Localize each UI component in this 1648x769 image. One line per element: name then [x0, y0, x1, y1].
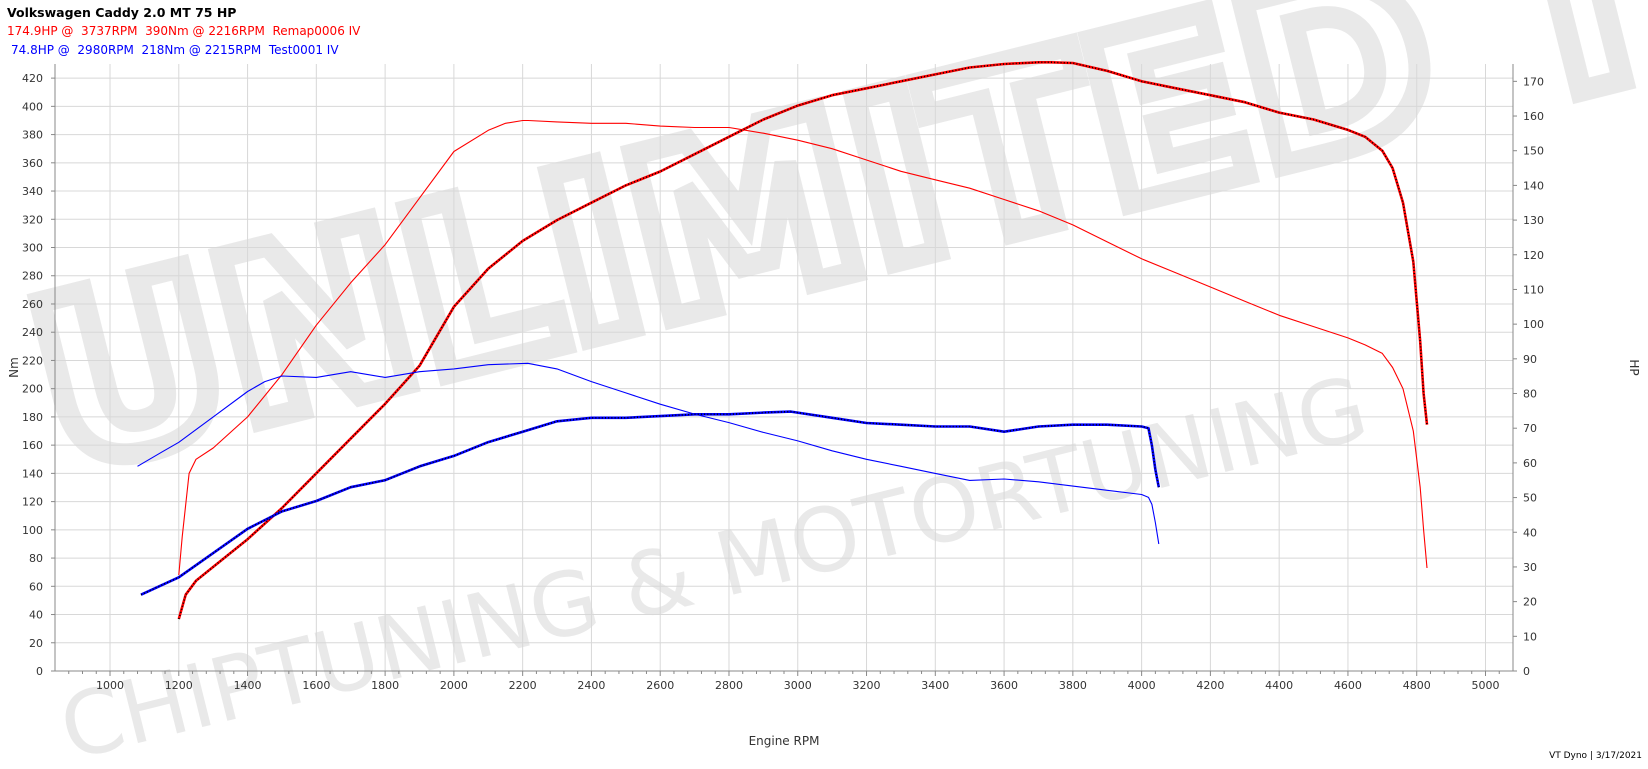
- y-right-tick-label: 10: [1523, 630, 1537, 643]
- remap-summary: 174.9HP @ 3737RPM 390Nm @ 2216RPM Remap0…: [7, 24, 361, 38]
- y-left-tick-label: 40: [29, 609, 43, 622]
- y-left-tick-label: 200: [22, 383, 43, 396]
- x-tick-label: 2200: [509, 679, 537, 692]
- y-left-tick-labels: 0 20 40 60 80 100 120 140 160 180 200 220 240 260 280 3…: [22, 72, 43, 678]
- grid-lines: [55, 64, 1513, 672]
- stock-summary: 74.8HP @ 2980RPM 218Nm @ 2215RPM Test000…: [11, 43, 339, 57]
- footer: VT Dyno | 3/17/2021: [1549, 751, 1642, 761]
- x-tick-label: 3600: [990, 679, 1018, 692]
- x-tick-label: 3800: [1059, 679, 1087, 692]
- y-left-tick-label: 360: [22, 157, 43, 170]
- axes: [51, 64, 1517, 676]
- y-right-tick-label: 70: [1523, 422, 1537, 435]
- y-left-tick-label: 400: [22, 100, 43, 113]
- x-tick-label: 3200: [853, 679, 881, 692]
- x-tick-label: 1800: [371, 679, 399, 692]
- series-stock-power-dots: [140, 410, 1160, 596]
- y-right-tick-label: 40: [1523, 526, 1537, 539]
- y-left-tick-label: 220: [22, 354, 43, 367]
- y-left-tick-label: 140: [22, 467, 43, 480]
- x-tick-label: 1400: [234, 679, 262, 692]
- x-tick-label: 4000: [1128, 679, 1156, 692]
- chart-title: Volkswagen Caddy 2.0 MT 75 HP: [7, 5, 237, 20]
- series-remap-power: [177, 60, 1429, 620]
- y-right-tick-label: 20: [1523, 596, 1537, 609]
- y-left-tick-label: 80: [29, 552, 43, 565]
- x-tick-label: 2400: [577, 679, 605, 692]
- x-tick-label: 3400: [921, 679, 949, 692]
- y-left-tick-label: 100: [22, 524, 43, 537]
- series-lines: [137, 60, 1429, 620]
- x-tick-label: 4800: [1403, 679, 1431, 692]
- y-left-tick-label: 280: [22, 270, 43, 283]
- y-left-tick-label: 0: [36, 665, 43, 678]
- footer-app: VT Dyno: [1549, 751, 1588, 761]
- y-left-tick-label: 320: [22, 213, 43, 226]
- y-right-tick-label: 120: [1523, 249, 1544, 262]
- y-left-tick-label: 380: [22, 129, 43, 142]
- x-tick-label: 1600: [302, 679, 330, 692]
- y-right-tick-label: 60: [1523, 457, 1537, 470]
- y-left-tick-label: 60: [29, 580, 43, 593]
- x-tick-label: 2600: [646, 679, 674, 692]
- footer-date: 3/17/2021: [1595, 751, 1642, 761]
- y-left-tick-label: 420: [22, 72, 43, 85]
- y-right-tick-label: 90: [1523, 353, 1537, 366]
- y-right-tick-label: 170: [1523, 75, 1544, 88]
- footer-separator: |: [1589, 751, 1593, 761]
- x-tick-label: 1200: [165, 679, 193, 692]
- x-tick-label: 4400: [1265, 679, 1293, 692]
- x-tick-label: 4600: [1334, 679, 1362, 692]
- y-right-tick-label: 160: [1523, 110, 1544, 123]
- series-remap-power-dots: [178, 61, 1428, 620]
- x-tick-label: 3000: [784, 679, 812, 692]
- y-left-tick-label: 340: [22, 185, 43, 198]
- y-right-tick-label: 100: [1523, 318, 1544, 331]
- y-left-tick-label: 120: [22, 496, 43, 509]
- y-right-tick-label: 140: [1523, 179, 1544, 192]
- y-left-tick-label: 300: [22, 242, 43, 255]
- y-right-tick-label: 0: [1523, 665, 1530, 678]
- series-stock-torque: [137, 362, 1160, 545]
- series-stock-power: [140, 410, 1161, 596]
- y-right-tick-label: 80: [1523, 388, 1537, 401]
- series-remap-torque: [178, 119, 1428, 576]
- x-tick-label: 5000: [1471, 679, 1499, 692]
- y-left-tick-label: 240: [22, 326, 43, 339]
- y-left-tick-label: 160: [22, 439, 43, 452]
- y-axis-right-label: HP: [1627, 359, 1641, 375]
- y-left-tick-label: 180: [22, 411, 43, 424]
- x-tick-label: 2800: [715, 679, 743, 692]
- x-tick-label: 4200: [1196, 679, 1224, 692]
- y-right-tick-label: 130: [1523, 214, 1544, 227]
- x-tick-label: 2000: [440, 679, 468, 692]
- y-left-tick-label: 260: [22, 298, 43, 311]
- y-left-tick-label: 20: [29, 637, 43, 650]
- x-tick-labels: 1000 1200 1400 1600 1800 2000 2200 2400 2600 2800…: [96, 679, 1499, 692]
- y-right-tick-label: 110: [1523, 283, 1544, 296]
- y-right-tick-labels: 0 10 20 30 40 50 60 70 80 90 100 110 120 130 140 150 160…: [1523, 75, 1544, 678]
- x-axis-label: Engine RPM: [749, 734, 820, 748]
- y-right-tick-label: 50: [1523, 492, 1537, 505]
- y-right-tick-label: 150: [1523, 145, 1544, 158]
- x-tick-label: 1000: [96, 679, 124, 692]
- y-right-tick-label: 30: [1523, 561, 1537, 574]
- y-axis-left-label: Nm: [7, 357, 21, 378]
